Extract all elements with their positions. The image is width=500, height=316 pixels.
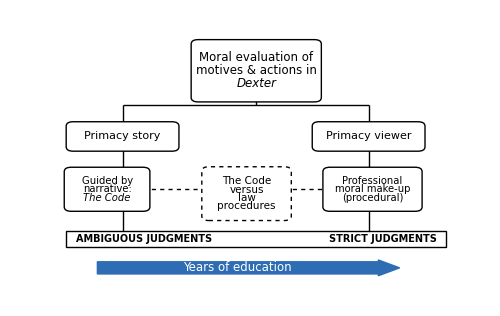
Text: Professional: Professional [342, 176, 402, 186]
Text: moral make-up: moral make-up [335, 184, 410, 194]
FancyBboxPatch shape [191, 40, 322, 102]
Text: narrative:: narrative: [82, 184, 132, 194]
Text: STRICT JUDGMENTS: STRICT JUDGMENTS [328, 234, 436, 244]
Text: Dexter: Dexter [236, 77, 276, 90]
Text: The Code: The Code [222, 177, 271, 186]
FancyBboxPatch shape [323, 167, 422, 211]
Text: procedures: procedures [218, 201, 276, 211]
Text: motives & actions in: motives & actions in [196, 64, 316, 77]
Text: Guided by: Guided by [82, 176, 132, 186]
Text: AMBIGUOUS JUDGMENTS: AMBIGUOUS JUDGMENTS [76, 234, 212, 244]
Text: Primacy story: Primacy story [84, 131, 161, 142]
Text: (procedural): (procedural) [342, 193, 403, 203]
Text: The Code: The Code [84, 193, 131, 203]
FancyBboxPatch shape [66, 122, 179, 151]
Text: Years of education: Years of education [182, 261, 291, 274]
Text: Moral evaluation of: Moral evaluation of [199, 52, 313, 64]
Polygon shape [98, 260, 400, 276]
FancyBboxPatch shape [202, 167, 292, 221]
Text: Primacy viewer: Primacy viewer [326, 131, 412, 142]
FancyBboxPatch shape [66, 231, 446, 246]
FancyBboxPatch shape [312, 122, 425, 151]
FancyBboxPatch shape [64, 167, 150, 211]
Text: law: law [238, 193, 256, 203]
Text: versus: versus [230, 185, 264, 195]
